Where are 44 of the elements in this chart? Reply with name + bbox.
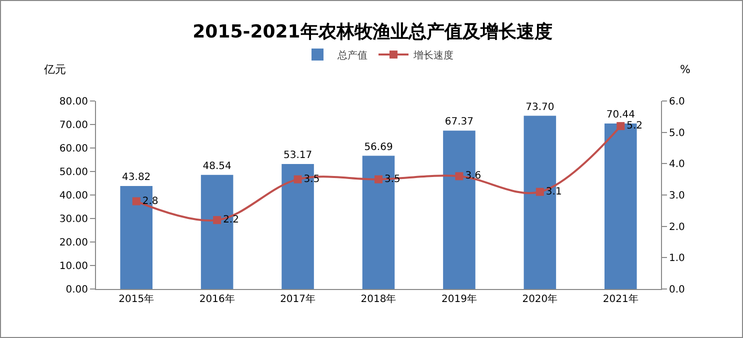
y2-tick-label: 5.0 xyxy=(669,128,685,139)
y2-tick-label: 1.0 xyxy=(669,253,685,264)
point xyxy=(455,172,464,180)
x-tick-label: 2019年 xyxy=(441,293,477,305)
x-tick-label: 2018年 xyxy=(360,293,396,305)
data-label: 3.5 xyxy=(384,174,400,185)
y-tick-label: 80.00 xyxy=(59,96,88,108)
chart-title: 2015-2021年农林牧渔业总产值及增长速度 xyxy=(192,21,552,42)
y-tick-label: 10.00 xyxy=(59,261,88,272)
y2-tick-label: 6.0 xyxy=(669,96,685,108)
x-tick-label: 2021年 xyxy=(602,293,638,305)
legend-label: 增长速度 xyxy=(412,49,454,62)
point xyxy=(374,175,382,184)
y-tick-label: 0.00 xyxy=(66,284,88,296)
point xyxy=(294,175,302,184)
y-axis-title: 亿元 xyxy=(43,63,66,76)
y-tick-label: 60.00 xyxy=(59,144,88,154)
data-label: 43.82 xyxy=(122,172,151,184)
data-label: 73.70 xyxy=(526,102,554,113)
x-tick-label: 2016年 xyxy=(199,293,235,305)
point xyxy=(616,122,625,130)
y-tick-label: 50.00 xyxy=(59,167,88,178)
x-tick-label: 2020年 xyxy=(522,293,558,305)
y2-tick-label: 4.0 xyxy=(669,159,685,170)
x-tick-label: 2015年 xyxy=(118,293,154,305)
point xyxy=(536,188,544,196)
point xyxy=(132,197,140,206)
y2-tick-label: 0.0 xyxy=(669,284,685,296)
point xyxy=(213,216,222,224)
y2-tick-label: 2.0 xyxy=(669,222,685,233)
data-label: 3.6 xyxy=(465,170,482,182)
y-tick-label: 20.00 xyxy=(59,238,88,248)
data-label: 53.17 xyxy=(283,150,312,162)
y2-axis-title: % xyxy=(680,63,690,76)
y-tick-label: 70.00 xyxy=(59,120,88,131)
data-label: 70.44 xyxy=(606,109,635,120)
data-label: 67.37 xyxy=(444,116,474,128)
data-label: 56.69 xyxy=(364,142,393,153)
x-tick-label: 2017年 xyxy=(280,293,316,305)
legend-label: 总产值 xyxy=(336,49,368,62)
y-tick-label: 30.00 xyxy=(59,214,88,225)
y2-tick-label: 3.0 xyxy=(669,190,685,202)
y-tick-label: 40.00 xyxy=(59,190,88,202)
data-label: 48.54 xyxy=(202,160,232,172)
